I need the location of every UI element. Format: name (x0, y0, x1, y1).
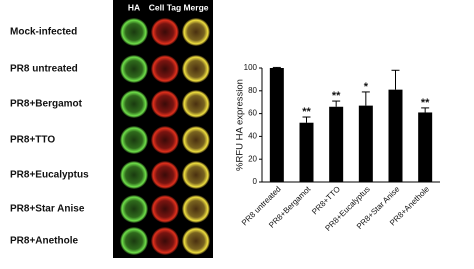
bar (299, 122, 314, 182)
row-label: PR8 untreated (10, 64, 78, 75)
bar (418, 112, 433, 182)
significance: * (364, 81, 369, 93)
well-image (151, 55, 179, 83)
row-label: PR8+TTO (10, 135, 55, 146)
well-image (120, 126, 148, 154)
significance: ** (332, 90, 341, 102)
column-header: Cell Tag (149, 2, 181, 12)
column-header: Merge (183, 2, 208, 12)
bar (269, 68, 284, 182)
well-image (151, 227, 179, 255)
well-image (120, 18, 148, 46)
y-tick-label: 0 (253, 177, 258, 186)
y-tick-label: 60 (248, 109, 257, 118)
well-image (182, 55, 210, 83)
well-image (120, 55, 148, 83)
significance: ** (302, 106, 311, 118)
bar (388, 89, 403, 182)
row-label: Mock-infected (10, 27, 77, 38)
column-header: HA (128, 2, 140, 12)
well-image (182, 195, 210, 223)
well-image (120, 90, 148, 118)
well-image (120, 195, 148, 223)
y-tick-label: 20 (248, 154, 257, 163)
well-image (120, 161, 148, 189)
row-label: PR8+Anethole (10, 236, 79, 247)
well-image (151, 90, 179, 118)
bar (329, 106, 344, 182)
well-image (151, 18, 179, 46)
row-label: PR8+Eucalyptus (10, 170, 89, 181)
well-image (182, 126, 210, 154)
well-image (151, 161, 179, 189)
well-image (182, 227, 210, 255)
well-image (120, 227, 148, 255)
row-label: PR8+Star Anise (10, 204, 85, 215)
significance: ** (421, 97, 430, 109)
well-image (182, 90, 210, 118)
well-image (182, 161, 210, 189)
y-tick-label: 100 (244, 63, 258, 72)
y-axis-label: %RFU HA expression (235, 79, 246, 171)
well-image (151, 195, 179, 223)
bar (358, 105, 373, 182)
well-image (182, 18, 210, 46)
y-tick-label: 80 (248, 86, 257, 95)
well-image (151, 126, 179, 154)
y-tick-label: 40 (248, 132, 257, 141)
row-label: PR8+Bergamot (10, 99, 83, 110)
